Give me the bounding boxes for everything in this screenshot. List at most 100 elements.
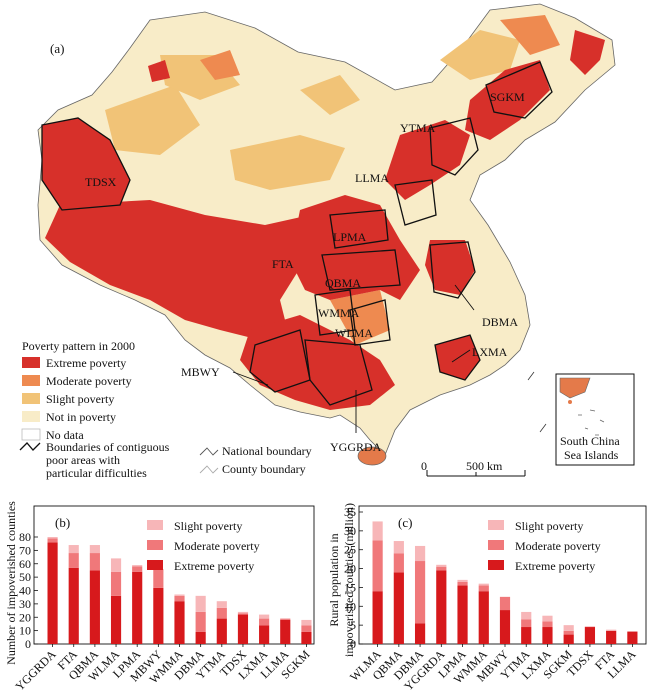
slight-poverty-region — [105, 85, 200, 155]
bar-segment — [174, 594, 185, 596]
poverty-map: TDSX SGKM YTMA LLMA LPMA FTA QBMA WMMA W… — [19, 3, 635, 480]
bar-segment — [414, 623, 426, 644]
region-label-sgkm: SGKM — [490, 90, 525, 104]
bar-segment — [195, 611, 206, 632]
region-label-ytma: YTMA — [400, 121, 436, 135]
region-label-lxma: LXMA — [472, 345, 508, 359]
region-label-llma: LLMA — [355, 171, 389, 185]
legend-swatch — [22, 393, 40, 404]
extreme-poverty-tdsx — [42, 118, 130, 210]
bar-segment — [68, 545, 79, 554]
scale-end: 500 km — [466, 459, 503, 473]
extreme-poverty-central — [290, 195, 420, 300]
y-tick-label: 80 — [19, 530, 31, 544]
legend-swatch — [22, 411, 40, 422]
bar-segment — [132, 565, 143, 567]
bar-segment — [393, 572, 404, 644]
bar-segment — [89, 570, 100, 644]
legend-label: Moderate poverty — [515, 539, 601, 553]
panel-label-a: (a) — [50, 41, 64, 56]
map-legend: Poverty pattern in 2000 Extreme poverty … — [19, 339, 312, 480]
legend-swatch — [22, 357, 40, 368]
bar-segment — [436, 564, 447, 567]
bar-segment — [436, 570, 447, 644]
moderate-poverty-region — [330, 290, 390, 345]
bar-segment — [110, 571, 122, 596]
legend-item-moderate: Moderate poverty — [22, 374, 132, 388]
x-tick-label: YGGRDA — [12, 647, 58, 693]
y-tick-label: 5 — [350, 618, 356, 632]
legend-swatch — [147, 540, 163, 550]
legend-item-extreme: Extreme poverty — [22, 356, 126, 370]
legend-label: Extreme poverty — [46, 356, 126, 370]
slight-poverty-region — [230, 135, 345, 190]
national-boundary-icon — [199, 447, 219, 456]
bar-segment — [478, 583, 489, 586]
legend-label: Extreme poverty — [515, 559, 595, 573]
legend-label: Not in poverty — [46, 410, 116, 424]
region-label-qbma: QBMA — [325, 276, 361, 290]
bar-segment — [301, 631, 312, 644]
bar-segment — [414, 561, 426, 624]
extreme-poverty-lxma — [435, 335, 480, 380]
legend-title: Poverty pattern in 2000 — [22, 339, 135, 353]
y-axis-title-line-1: Rural population in — [327, 533, 341, 626]
legend-label: Extreme poverty — [174, 559, 254, 573]
legend-label: Slight poverty — [515, 519, 583, 533]
extreme-poverty-patch — [148, 60, 170, 82]
region-label-tdsx: TDSX — [85, 175, 117, 189]
region-label-dbma: DBMA — [482, 315, 518, 329]
bar-segment — [216, 607, 227, 619]
bar-segment — [89, 553, 100, 571]
y-tick-label: 0 — [350, 637, 356, 651]
region-label-yggrda: YGGRDA — [330, 440, 382, 454]
bar-segment — [584, 626, 596, 628]
moderate-poverty-region — [500, 15, 560, 55]
legend-item-no-data: No data — [21, 428, 84, 442]
bar-segment — [521, 619, 532, 628]
legend-label: Moderate poverty — [174, 539, 260, 553]
bar-segment — [563, 630, 574, 635]
legend-swatch — [22, 375, 40, 386]
bar-segment — [301, 619, 312, 626]
legend-swatch — [488, 540, 504, 550]
legend-swatch — [488, 560, 504, 570]
extreme-poverty-northeast-2 — [570, 30, 605, 75]
bar-segment — [563, 625, 574, 631]
bar-segment — [542, 627, 553, 644]
bar-segment — [280, 619, 291, 644]
bar-segment — [237, 611, 249, 614]
bar-segment — [68, 567, 79, 644]
inset-label-line-2: Sea Islands — [564, 448, 619, 462]
bar-segment — [89, 545, 100, 554]
bar-segment — [110, 595, 122, 644]
contiguous-area-boundaries — [41, 61, 553, 406]
bar-segment — [174, 601, 185, 644]
bar-segment — [414, 545, 426, 562]
y-tick-label: 25 — [344, 543, 356, 557]
bar-segment — [606, 630, 617, 644]
scale-bar: 0 500 km — [421, 459, 526, 477]
bar-segment — [47, 542, 58, 644]
y-tick-label: 40 — [19, 584, 31, 598]
bar-segment — [259, 625, 270, 644]
moderate-poverty-region — [200, 50, 240, 80]
bar-segment — [47, 538, 58, 543]
extreme-poverty-north — [385, 120, 470, 200]
y-tick-label: 35 — [344, 505, 356, 519]
bar-segment — [216, 618, 227, 644]
bar-segment — [457, 581, 468, 586]
legend-item-slight: Slight poverty — [22, 392, 114, 406]
chart-rural-population: 05101520253035WLMAQBMADBMAYGGRDALPMAWMMA… — [327, 503, 647, 693]
bar-segment — [521, 627, 532, 644]
extreme-poverty-tibet — [45, 200, 310, 340]
bar-segment — [195, 595, 206, 612]
y-tick-label: 60 — [19, 557, 31, 571]
bar-segment — [195, 631, 206, 644]
legend-swatch — [21, 428, 41, 441]
y-axis-title-line-2: impoverished counties (million) — [342, 503, 356, 657]
bar-segment — [457, 579, 468, 582]
region-label-fta: FTA — [272, 257, 294, 271]
y-tick-label: 15 — [344, 580, 356, 594]
y-tick-label: 10 — [344, 599, 356, 613]
